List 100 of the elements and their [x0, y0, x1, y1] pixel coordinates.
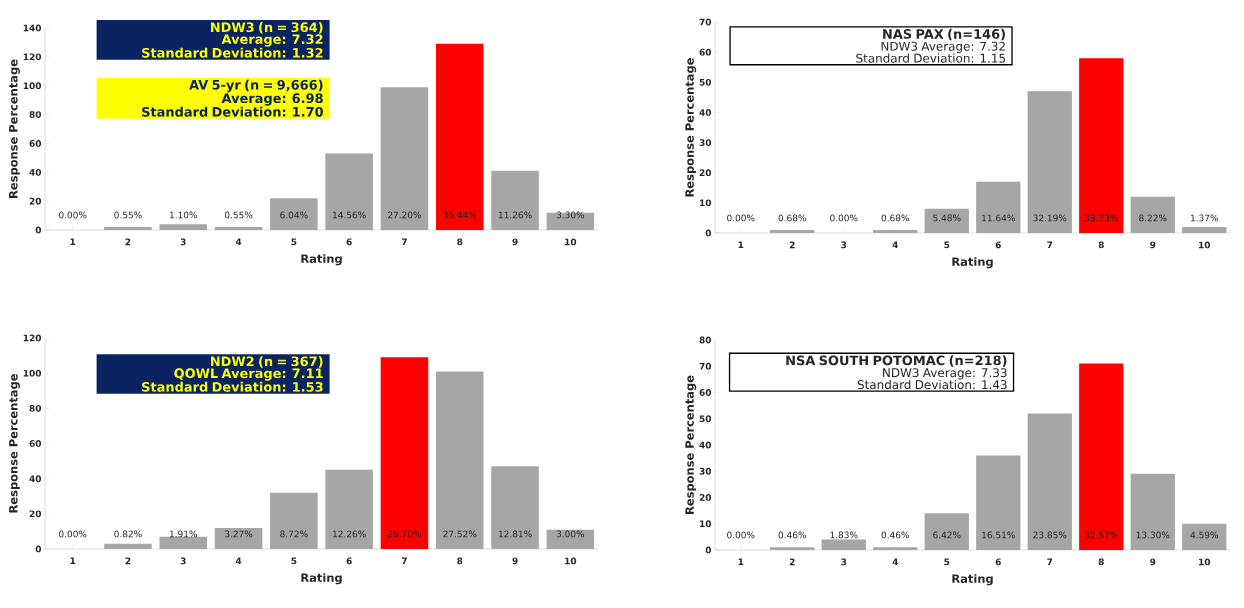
annotation: 0.00%	[830, 214, 858, 222]
bar	[1079, 363, 1124, 550]
annotation: NDW3 Average: 7.33	[883, 368, 1007, 380]
y-tick-label: 50	[699, 415, 712, 423]
x-tick-label: 6	[346, 557, 352, 565]
y-axis-title: Response Percentage	[9, 374, 20, 513]
annotation: NDW2 (n = 367)	[211, 356, 323, 368]
annotation: 0.00%	[59, 530, 87, 538]
x-tick-label: 2	[125, 238, 131, 246]
x-axis-title: Rating	[301, 254, 342, 266]
x-tick-label: 10	[1199, 241, 1211, 249]
x-tick-label: 7	[401, 557, 407, 565]
x-tick-label: 1	[70, 238, 76, 246]
annotation: Standard Deviation: 1.43	[857, 379, 1007, 390]
annotation: 32.57%	[1084, 531, 1118, 539]
annotation: 4.59%	[1190, 531, 1219, 539]
x-tick-label: 4	[235, 238, 242, 246]
x-tick-label: 7	[1047, 241, 1053, 249]
annotation: 35.44%	[443, 211, 477, 219]
annotation: 6.04%	[280, 211, 308, 219]
y-tick-label: 40	[29, 475, 42, 483]
y-tick-label: 20	[29, 510, 42, 518]
annotation: 0.55%	[224, 211, 253, 219]
y-tick-label: 60	[699, 48, 712, 56]
y-tick-label: 20	[699, 169, 712, 177]
annotation: AV 5-yr (n = 9,666)	[189, 79, 323, 93]
annotation: Standard Deviation: 1.32	[142, 47, 323, 58]
annotation: 12.81%	[498, 530, 532, 538]
x-tick-label: 6	[346, 238, 352, 246]
x-tick-label: 1	[738, 558, 744, 566]
y-tick-label: 60	[699, 389, 712, 396]
x-tick-label: 9	[1150, 558, 1156, 566]
y-tick-label: 10	[700, 520, 712, 528]
y-tick-label: 100	[23, 369, 42, 377]
annotation: 0.00%	[727, 214, 755, 222]
x-tick-label: 3	[841, 241, 847, 249]
y-tick-label: 80	[29, 404, 42, 412]
y-axis-title: Response Percentage	[685, 58, 697, 197]
annotation: 3.27%	[225, 530, 253, 538]
x-tick-label: 6	[995, 241, 1001, 249]
annotation: 1.83%	[830, 531, 858, 539]
y-tick-label: 0	[35, 226, 42, 234]
x-tick-label: 5	[944, 558, 950, 566]
y-tick-label: 40	[29, 168, 42, 176]
y-axis-title: Response Percentage	[9, 59, 20, 198]
annotation: 13.30%	[1136, 531, 1170, 539]
annotation: 12.26%	[333, 530, 366, 538]
annotation: 3.00%	[556, 530, 585, 538]
y-axis-title: Response Percentage	[685, 375, 697, 514]
x-tick-label: 5	[291, 238, 297, 246]
x-tick-label: 8	[457, 238, 463, 246]
x-axis-title: Rating	[301, 573, 342, 585]
annotation: 16.51%	[982, 531, 1015, 539]
annotation: 5.48%	[933, 214, 961, 222]
annotation: 1.91%	[170, 530, 198, 538]
annotation: 0.68%	[881, 214, 910, 222]
x-tick-label: 5	[291, 557, 297, 565]
annotation: NSA SOUTH POTOMAC (n=218)	[786, 355, 1007, 367]
x-tick-label: 9	[512, 238, 518, 246]
annotation: NAS PAX (n=146)	[883, 28, 1005, 41]
x-tick-label: 3	[841, 558, 847, 566]
y-tick-label: 0	[705, 229, 712, 237]
annotation: Standard Deviation: 1.53	[142, 381, 323, 392]
annotation: 3.30%	[556, 211, 585, 219]
x-tick-label: 7	[1047, 558, 1053, 566]
annotation: 29.70%	[388, 530, 422, 538]
annotation: 0.00%	[727, 531, 755, 539]
x-tick-label: 4	[892, 241, 898, 249]
x-tick-label: 2	[125, 557, 131, 565]
annotation: 27.20%	[388, 211, 422, 219]
annotation: 11.64%	[982, 214, 1015, 222]
y-tick-label: 100	[23, 82, 42, 90]
annotation: 14.56%	[333, 211, 366, 219]
x-tick-label: 2	[789, 241, 795, 249]
x-tick-label: 8	[1098, 241, 1104, 249]
annotation: NDW3 Average: 7.32	[881, 41, 1005, 54]
annotation: NDW3 (n = 364)	[211, 22, 323, 34]
x-tick-label: 10	[565, 238, 577, 246]
y-tick-label: 30	[699, 467, 712, 475]
y-tick-label: 0	[705, 546, 712, 554]
y-tick-label: 40	[699, 441, 712, 449]
annotation: 27.52%	[443, 530, 477, 538]
annotation: 0.00%	[59, 211, 87, 219]
bar	[1079, 58, 1124, 233]
annotation: Standard Deviation: 1.70	[142, 106, 323, 117]
x-tick-label: 1	[738, 241, 744, 249]
y-tick-label: 0	[35, 545, 42, 553]
x-tick-label: 7	[401, 238, 407, 246]
annotation: 1.10%	[170, 211, 198, 219]
annotation: 32.19%	[1033, 214, 1067, 222]
y-tick-label: 10	[700, 199, 712, 207]
annotation: Standard Deviation: 1.15	[856, 53, 1006, 63]
y-tick-label: 140	[23, 24, 42, 32]
y-tick-label: 80	[699, 336, 712, 344]
x-axis-title: Rating	[952, 257, 993, 269]
annotation: 0.68%	[778, 214, 807, 222]
annotation: 23.85%	[1033, 531, 1067, 539]
annotation: 39.73%	[1084, 214, 1118, 222]
annotation: 0.82%	[114, 530, 142, 538]
y-tick-label: 30	[699, 139, 712, 146]
